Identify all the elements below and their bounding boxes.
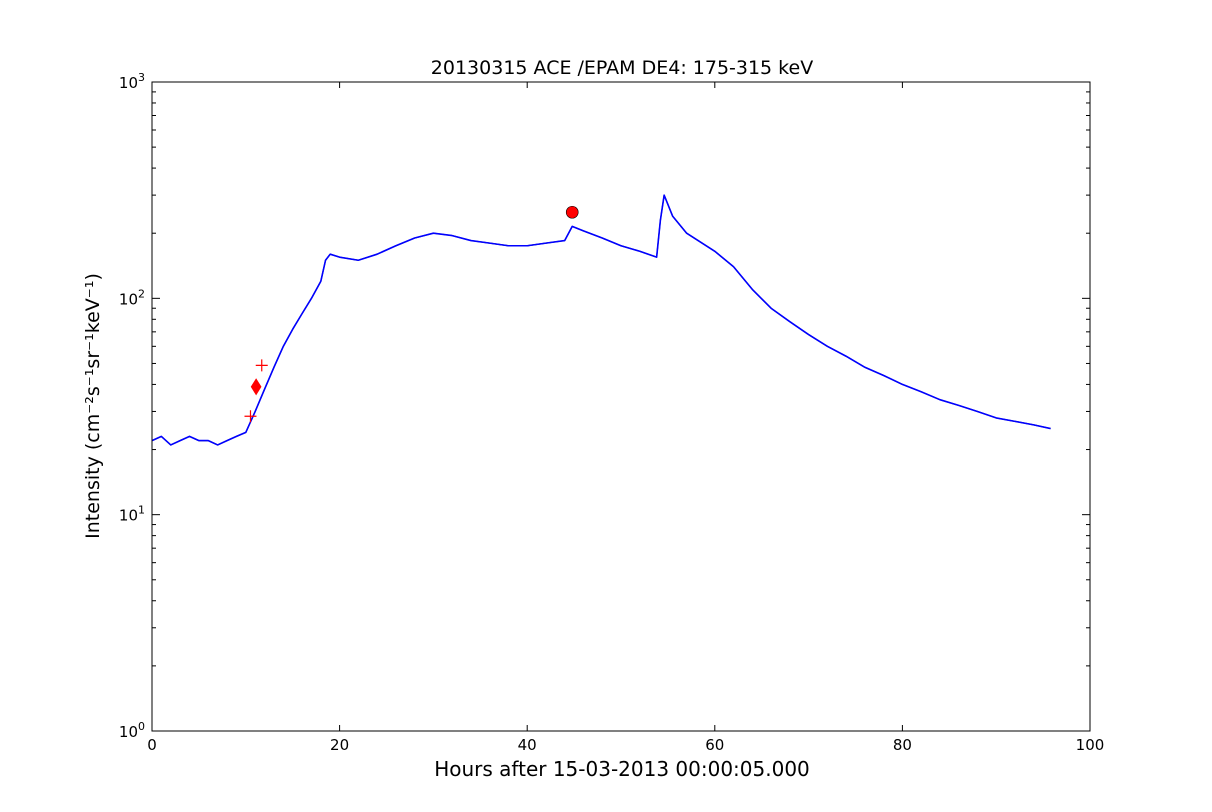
event-marker-plus-1 [244, 410, 257, 423]
x-tick-label: 80 [893, 736, 912, 754]
chart-title: 20130315 ACE /EPAM DE4: 175-315 keV [431, 57, 813, 79]
axis-ticks: 0 20 40 60 80 100 100 101 102 103 [119, 71, 1104, 754]
y-tick-label: 101 [119, 504, 145, 525]
x-axis-label: Hours after 15-03-2013 00:00:05.000 [434, 757, 810, 781]
event-marker-diamond-2 [250, 378, 262, 396]
axes-frame [151, 81, 1091, 732]
x-tick-label: 60 [705, 736, 724, 754]
x-tick-label: 0 [147, 736, 157, 754]
y-axis-label: Intensity (cm⁻²s⁻¹sr⁻¹keV⁻¹) [82, 273, 104, 539]
y-tick-label: 102 [119, 287, 145, 308]
x-tick-label: 100 [1076, 736, 1105, 754]
plot-area [152, 194, 1051, 446]
y-tick-label: 103 [119, 71, 145, 92]
event-marker-circle-4 [565, 205, 579, 219]
x-tick-label: 40 [518, 736, 537, 754]
x-tick-label: 20 [330, 736, 349, 754]
series-line-2 [152, 194, 1051, 446]
y-tick-label: 100 [119, 720, 145, 741]
event-marker-plus-3 [255, 359, 268, 372]
